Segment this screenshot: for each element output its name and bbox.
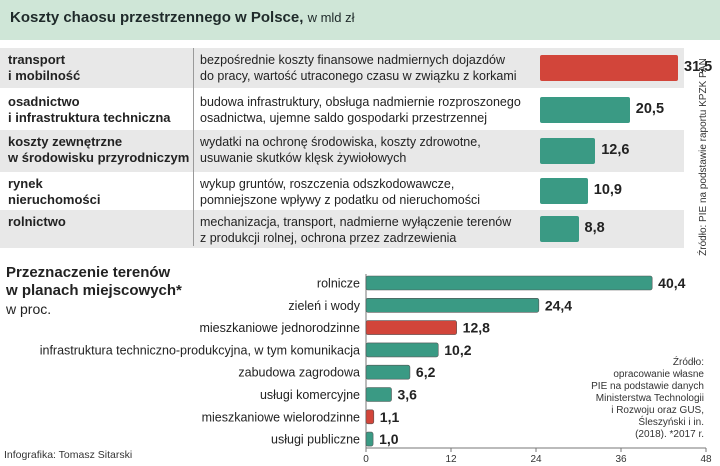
land-use-bar [365, 409, 375, 425]
x-tick-label: 36 [615, 454, 627, 465]
row-description-line: wydatki na ochronę środowiska, koszty zd… [200, 135, 481, 149]
row-category: rynek nieruchomości [8, 176, 100, 208]
row-description-line: wykup gruntów, roszczenia odszkodowawcze… [200, 177, 455, 191]
bar-category-label: mieszkaniowe jednorodzinne [199, 321, 360, 335]
land-use-bar [365, 387, 392, 402]
bottom-title-line2: w planach miejscowych* [6, 282, 182, 299]
bar-category-label: rolnicze [317, 277, 360, 291]
cost-value-label: 12,6 [601, 142, 630, 158]
bar-category-label: usługi komercyjne [260, 388, 360, 402]
cost-value-label: 20,5 [635, 101, 665, 117]
top-header: Koszty chaosu przestrzennego w Polsce, w… [0, 0, 720, 40]
land-use-bar [365, 297, 540, 313]
row-category-line: rynek [8, 176, 43, 191]
cost-bar [540, 55, 678, 81]
row-description-line: budowa infrastruktury, obsługa nadmierni… [200, 95, 521, 109]
x-tick-label: 12 [445, 454, 457, 465]
cost-value-label: 31,5 [684, 59, 713, 75]
source-line: Źródło: [672, 357, 704, 368]
land-use-bar [365, 431, 374, 447]
cost-bar [540, 138, 596, 164]
row-category-line: transport [8, 52, 66, 67]
source-line: Ministerstwa Technologii [595, 393, 704, 404]
cost-bar [540, 216, 579, 242]
bar-value-label: 3,6 [398, 387, 418, 403]
row-description-line: osadnictwa, ujemne saldo gospodarki prze… [200, 111, 487, 125]
source-line: opracowanie własne [613, 369, 704, 380]
top-title-unit: w mld zł [307, 10, 355, 25]
row-category: osadnictwo i infrastruktura techniczna [8, 94, 171, 126]
bar-value-label: 40,4 [658, 275, 685, 291]
bottom-subtitle: w proc. [6, 301, 52, 317]
table-row: transport i mobilność bezpośrednie koszty … [0, 48, 712, 88]
source-line: i Rozwoju oraz GUS, [611, 405, 704, 416]
row-category: koszty zewnętrzne w środowisku przyrodnic… [8, 134, 189, 166]
x-tick-label: 48 [700, 454, 712, 465]
row-description-line: usuwanie skutków klęsk żywiołowych [200, 151, 407, 165]
row-category-line: koszty zewnętrzne [8, 134, 123, 149]
bar-category-label: infrastruktura techniczno-produkcyjna, w… [40, 343, 360, 357]
row-category-line: nieruchomości [8, 192, 101, 207]
bar-category-label: zabudowa zagrodowa [238, 366, 360, 380]
table-row: rolnictwo mechanizacja, transport, nadmie… [0, 210, 684, 248]
cost-value-label: 8,8 [584, 220, 605, 236]
row-category: rolnictwo [8, 214, 66, 230]
table-column-divider [193, 48, 194, 246]
row-category-line: i mobilność [8, 68, 81, 83]
x-tick-label: 0 [363, 454, 369, 465]
bottom-source: Źródło: opracowanie własne PIE na podstawi… [591, 357, 704, 441]
row-category-line: osadnictwo [8, 94, 80, 109]
bar-category-label: zieleń i wody [288, 299, 360, 313]
row-category-line: rolnictwo [8, 214, 66, 229]
credit: Infografika: Tomasz Sitarski [4, 449, 133, 461]
land-use-bar [365, 364, 411, 380]
x-tick-label: 24 [530, 454, 542, 465]
row-description-line: z produkcji rolnej, ochrona przez zadrze… [200, 231, 457, 245]
row-description-line: mechanizacja, transport, nadmierne wyłąc… [200, 215, 512, 229]
bar-value-label: 12,8 [463, 320, 490, 336]
source-line: PIE na podstawie danych [591, 381, 704, 392]
bar-category-label: mieszkaniowe wielorodzinne [202, 410, 360, 424]
source-line: (2018). *2017 r. [635, 429, 704, 440]
cost-bar [540, 178, 588, 204]
land-use-bar [365, 342, 439, 358]
row-category-line: i infrastruktura techniczna [8, 110, 171, 125]
table-row: koszty zewnętrzne w środowisku przyrodnic… [0, 130, 684, 172]
row-description: wydatki na ochronę środowiska, koszty zd… [200, 134, 481, 166]
top-title-text: Koszty chaosu przestrzennego w Polsce, [10, 9, 304, 26]
cost-value-label: 10,9 [593, 182, 622, 198]
row-description-line: bezpośrednie koszty finansowe nadmiernyc… [200, 53, 506, 67]
row-description: bezpośrednie koszty finansowe nadmiernyc… [200, 52, 517, 84]
source-line: Śleszyński i in. [638, 417, 704, 428]
bar-value-label: 24,4 [545, 297, 572, 313]
row-description: mechanizacja, transport, nadmierne wyłąc… [200, 214, 511, 246]
row-description: wykup gruntów, roszczenia odszkodowawcze… [200, 176, 480, 208]
row-description-line: do pracy, wartość utraconego czasu w zwi… [200, 69, 517, 83]
row-description-line: pomniejszone wpływy z podatku od nieruch… [200, 193, 481, 207]
row-category: transport i mobilność [8, 52, 80, 84]
bar-value-label: 6,2 [416, 364, 436, 380]
bar-category-label: usługi publiczne [271, 433, 360, 447]
bottom-title-line1: Przeznaczenie terenów [6, 264, 171, 281]
bar-value-label: 1,0 [379, 431, 399, 447]
row-category-line: w środowisku przyrodniczym [8, 150, 190, 165]
table-row: osadnictwo i infrastruktura techniczna bud… [0, 90, 684, 130]
bar-value-label: 1,1 [380, 409, 400, 425]
bar-value-label: 10,2 [444, 342, 471, 358]
land-use-bar [365, 320, 457, 335]
cost-bar [540, 97, 630, 123]
land-use-bar [365, 275, 653, 291]
top-title: Koszty chaosu przestrzennego w Polsce, w… [10, 9, 355, 26]
row-description: budowa infrastruktury, obsługa nadmierni… [200, 94, 521, 126]
table-row: rynek nieruchomości wykup gruntów, roszcze… [0, 172, 684, 210]
